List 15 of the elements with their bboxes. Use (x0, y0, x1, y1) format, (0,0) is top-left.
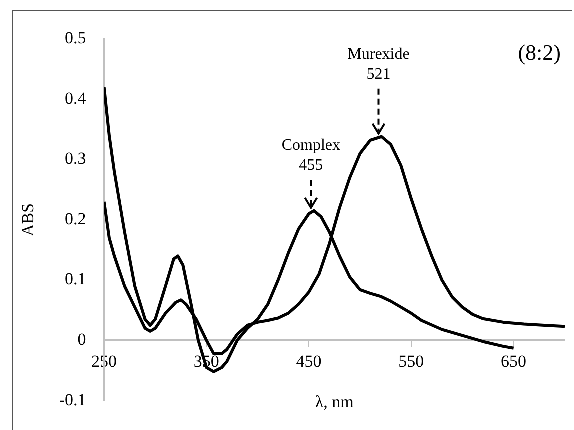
y-tick-label: 0.3 (65, 149, 86, 168)
annotation: Complex 455 (282, 137, 341, 174)
x-axis-title: λ, nm (315, 392, 354, 412)
y-tick-label: 0.2 (65, 209, 86, 228)
x-tick-label: 550 (398, 352, 424, 372)
x-tick-label: 650 (501, 352, 527, 372)
x-tick-label: 450 (296, 352, 322, 372)
y-tick-label: 0.5 (65, 28, 86, 48)
y-tick-label: 0.1 (65, 270, 86, 289)
y-tick-label: 0 (78, 330, 86, 349)
y-tick-label: 0.4 (65, 88, 87, 108)
annotation: (8:2) (518, 40, 561, 65)
y-axis-title: ABS (18, 203, 38, 237)
annotation: Murexide 521 (348, 46, 410, 84)
y-tick-label: -0.1 (59, 390, 86, 410)
